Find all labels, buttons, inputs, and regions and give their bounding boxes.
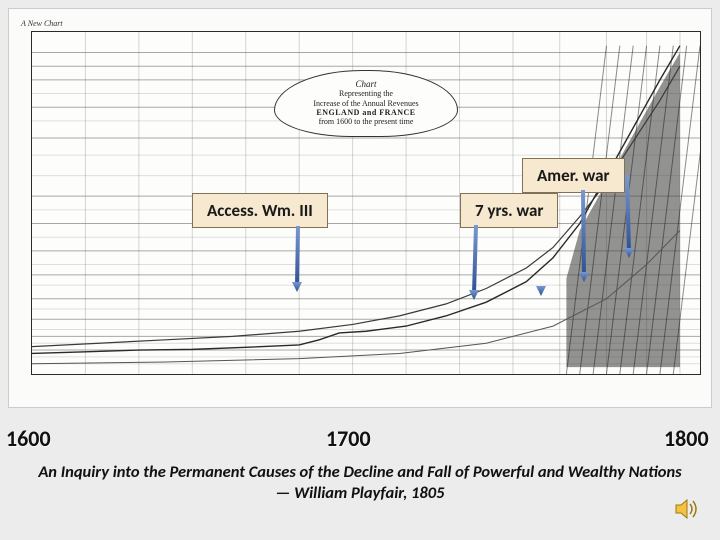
chart-outer-label: A New Chart (21, 19, 63, 28)
caption-line2: — William Playfair, 1805 (0, 483, 720, 504)
cartouche-line3: Increase of the Annual Revenues (281, 99, 451, 108)
chart-cartouche: Chart Representing the Increase of the A… (274, 70, 458, 137)
cartouche-line5: from 1600 to the present time (281, 117, 451, 126)
cartouche-line2: Representing the (281, 89, 451, 98)
cartouche-line1: Chart (281, 79, 451, 89)
annotation-seven-years-label: 7 yrs. war (475, 200, 543, 221)
annotation-access-wm: Access. Wm. III (192, 193, 328, 228)
year-1700: 1700 (326, 425, 371, 452)
caption: An Inquiry into the Permanent Causes of … (0, 462, 720, 505)
annotation-amer-war-label: Amer. war (537, 165, 610, 186)
year-1600: 1600 (6, 425, 51, 452)
speaker-icon (674, 497, 702, 526)
chart-image: A New Chart Chart Representing the Incre… (8, 8, 712, 408)
annotation-amer-war: Amer. war (522, 158, 625, 193)
annotation-seven-years: 7 yrs. war (460, 193, 558, 228)
annotation-access-wm-label: Access. Wm. III (207, 200, 313, 221)
cartouche-line4: ENGLAND and FRANCE (281, 108, 451, 117)
chart-plot-area: Chart Representing the Increase of the A… (31, 31, 701, 375)
year-1800: 1800 (664, 425, 709, 452)
caption-line1: An Inquiry into the Permanent Causes of … (0, 462, 720, 483)
